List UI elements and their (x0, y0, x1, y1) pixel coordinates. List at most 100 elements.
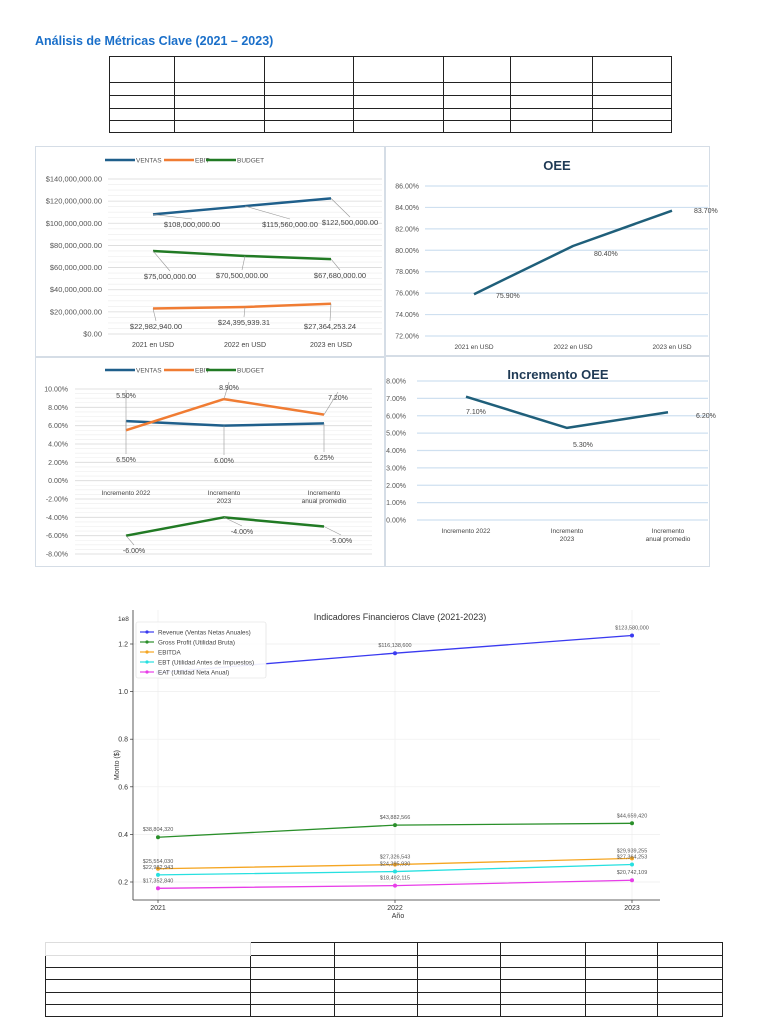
table-row (45, 979, 723, 993)
data-label: $17,352,840 (143, 878, 174, 884)
legend-marker (145, 660, 149, 664)
legend-label: EBIT (195, 368, 209, 375)
series-line-oee (473, 209, 673, 296)
x-tick-label: 2023 en USD (652, 344, 691, 351)
data-point (630, 878, 634, 883)
label-leader-line (330, 198, 351, 218)
y-tick-label: 10.00% (44, 387, 68, 394)
y-tick-label: $0.00 (83, 330, 102, 339)
chart-2: 72.00% 74.00% 76.00% 78.00% 80.00% 82.00% 84.0… (395, 158, 718, 351)
y-tick-label: $100,000,000.00 (46, 219, 102, 228)
x-tick-label: 2021 en USD (132, 342, 174, 349)
table-header-cell (510, 56, 593, 83)
y-tick-label: 0.00% (48, 478, 68, 485)
table-header-cell (174, 56, 265, 83)
data-label: 80.40% (594, 251, 618, 258)
table-row (109, 95, 672, 109)
label-leader-line (152, 308, 157, 322)
data-label: -4.00% (231, 529, 253, 536)
label-leader-line (323, 526, 342, 536)
y-axis-label: Monto ($) (114, 750, 121, 780)
chart-title: Incremento OEE (507, 367, 608, 382)
x-tick-label: 2022 (387, 905, 403, 912)
x-tick-label: 2023 en USD (310, 342, 352, 349)
y-tick-label: $80,000,000.00 (50, 241, 102, 250)
data-label: 7.20% (328, 395, 348, 402)
data-point (393, 862, 397, 867)
x-tick-label: Incremento anual promedio (646, 528, 691, 543)
legend-marker (145, 670, 149, 674)
data-label: $22,982,943 (143, 865, 174, 871)
y-tick-label: $120,000,000.00 (46, 197, 102, 206)
data-point (393, 823, 397, 828)
data-label: $29,939,255 (617, 848, 648, 854)
data-label: 6.50% (116, 457, 136, 464)
data-label: -5.00% (330, 538, 352, 545)
data-label: 6.25% (314, 455, 334, 462)
chart-3: -8.00% -6.00% -4.00% -2.00% 0.00% 2.00% 4.00% 6… (44, 368, 372, 559)
data-label: $116,138,600 (378, 643, 411, 649)
data-label: 5.30% (573, 442, 593, 449)
y-tick-label: $140,000,000.00 (46, 175, 102, 184)
x-tick-label: Incremento 2023 (208, 490, 241, 505)
legend-label: BUDGET (237, 368, 264, 375)
data-label: -6.00% (123, 548, 145, 555)
data-label: $27,364,253.24 (304, 322, 356, 331)
data-label: $24,395,930 (380, 862, 411, 868)
data-label: 6.20% (696, 413, 716, 420)
chart-title: OEE (543, 158, 571, 173)
data-label: $75,000,000.00 (144, 272, 196, 281)
label-leader-line (329, 303, 332, 322)
y-tick-label: 7.00% (386, 396, 406, 403)
y-tick-label: 1.2 (118, 642, 128, 649)
legend-label: EBT (Utilidad Antes de Impuestos) (158, 659, 254, 666)
data-label: $22,982,940.00 (130, 322, 182, 331)
data-label: 83.70% (694, 208, 718, 215)
table-row (45, 992, 723, 1005)
data-point (393, 651, 397, 656)
label-leader-line (330, 258, 341, 271)
table-row (45, 1004, 723, 1017)
x-tick-label: Incremento 2023 (551, 528, 584, 543)
y-tick-label: -2.00% (46, 497, 68, 504)
data-point (630, 821, 634, 826)
y-tick-label: $60,000,000.00 (50, 263, 102, 272)
x-tick-label: 2021 en USD (454, 344, 493, 351)
y-tick-label: 1.00% (386, 500, 406, 507)
y-tick-label: 5.00% (386, 431, 406, 438)
x-tick-label: Incremento 2022 (442, 528, 491, 535)
table-row (45, 967, 723, 980)
table-header-cell (109, 56, 175, 83)
y-tick-label: 6.00% (386, 413, 406, 420)
series-line-budget (152, 249, 332, 261)
x-tick-label: Incremento 2022 (102, 490, 151, 497)
chart-4: 0.00% 1.00% 2.00% 3.00% 4.00% 5.00% 6.00% 7.00%… (386, 367, 716, 543)
table-row (109, 108, 672, 121)
label-leader-line (323, 391, 339, 415)
y-tick-label: 0.00% (386, 518, 406, 525)
y-tick-label: -4.00% (46, 515, 68, 522)
data-point (156, 886, 160, 891)
data-label: $108,000,000.00 (164, 220, 220, 229)
data-label: 75.90% (496, 293, 520, 300)
chart-title: Indicadores Financieros Clave (2021-2023… (314, 612, 487, 622)
label-leader-line (223, 517, 243, 527)
y-tick-label: 1.0 (118, 689, 128, 696)
data-point (630, 862, 634, 867)
y-tick-label: 0.8 (118, 737, 128, 744)
y-tick-label: 80.00% (395, 248, 419, 255)
legend-label: EAT (Utilidad Neta Anual) (158, 669, 229, 676)
x-axis-label: Año (392, 913, 405, 920)
label-leader-line (241, 255, 246, 271)
y-tick-label: 84.00% (395, 205, 419, 212)
label-leader-line (125, 535, 135, 546)
legend-label: EBITDA (158, 649, 182, 656)
y-tick-label: 0.4 (118, 832, 128, 839)
y-tick-label: $40,000,000.00 (50, 285, 102, 294)
legend-marker (145, 630, 149, 634)
y-tick-label: 2.00% (48, 460, 68, 467)
y-tick-label: 76.00% (395, 291, 419, 298)
data-point (156, 872, 160, 877)
table-row (45, 955, 723, 968)
y-tick-label: 74.00% (395, 312, 419, 319)
